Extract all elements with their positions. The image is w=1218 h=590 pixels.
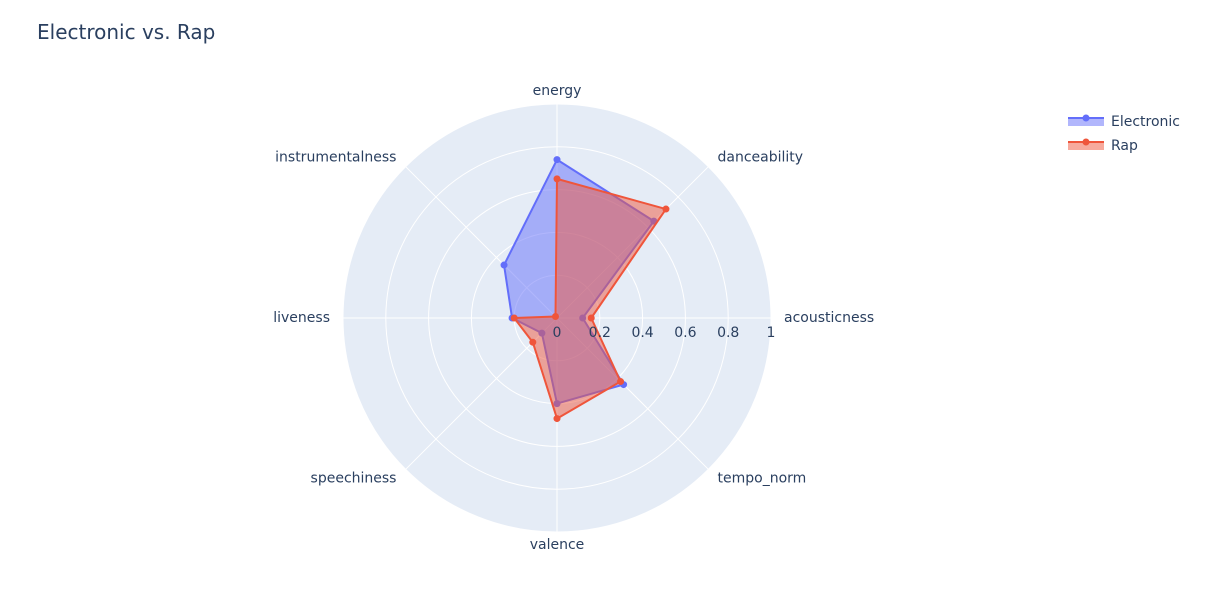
data-point[interactable]: [551, 312, 559, 320]
radial-tick-label: 0.2: [589, 325, 611, 341]
radial-tick-label: 0.6: [674, 325, 696, 341]
data-point[interactable]: [510, 314, 518, 322]
legend-item-electronic[interactable]: Electronic: [1068, 114, 1180, 130]
angular-axis-labels: energy danceability acousticness tempo_norm…: [273, 83, 874, 553]
axis-label-tempo-norm: tempo_norm: [718, 471, 807, 487]
axis-label-acousticness: acousticness: [784, 310, 874, 326]
axis-label-liveness: liveness: [273, 310, 330, 326]
axis-label-energy: energy: [533, 83, 582, 99]
data-point[interactable]: [500, 261, 508, 269]
series-layer: [500, 156, 670, 423]
legend-marker: [1082, 138, 1090, 146]
data-point[interactable]: [529, 338, 537, 346]
legend-item-rap[interactable]: Rap: [1068, 138, 1138, 154]
axis-label-speechiness: speechiness: [311, 471, 397, 487]
radial-tick-label: 0.4: [631, 325, 653, 341]
chart-title: Electronic vs. Rap: [37, 20, 215, 44]
axis-label-danceability: danceability: [718, 149, 804, 165]
data-point[interactable]: [587, 314, 595, 322]
legend-label: Electronic: [1111, 114, 1180, 130]
legend-label: Rap: [1111, 138, 1138, 154]
radial-tick-label: 1: [767, 325, 776, 341]
legend-marker: [1082, 114, 1090, 122]
series-rap: [510, 175, 670, 423]
legend-swatch: [1068, 142, 1104, 150]
legend: Electronic Rap: [1068, 114, 1180, 154]
data-point[interactable]: [553, 415, 561, 423]
radial-tick-label: 0.8: [717, 325, 739, 341]
data-point[interactable]: [553, 156, 561, 164]
data-point[interactable]: [662, 205, 670, 213]
radial-tick-label: 0: [553, 325, 562, 341]
axis-label-instrumentalness: instrumentalness: [275, 149, 396, 165]
axis-label-valence: valence: [530, 537, 585, 553]
legend-swatch: [1068, 118, 1104, 126]
radial-tick-labels: 0 0.2 0.4 0.6 0.8 1: [553, 325, 776, 341]
data-point[interactable]: [617, 378, 625, 386]
data-point[interactable]: [553, 175, 561, 183]
